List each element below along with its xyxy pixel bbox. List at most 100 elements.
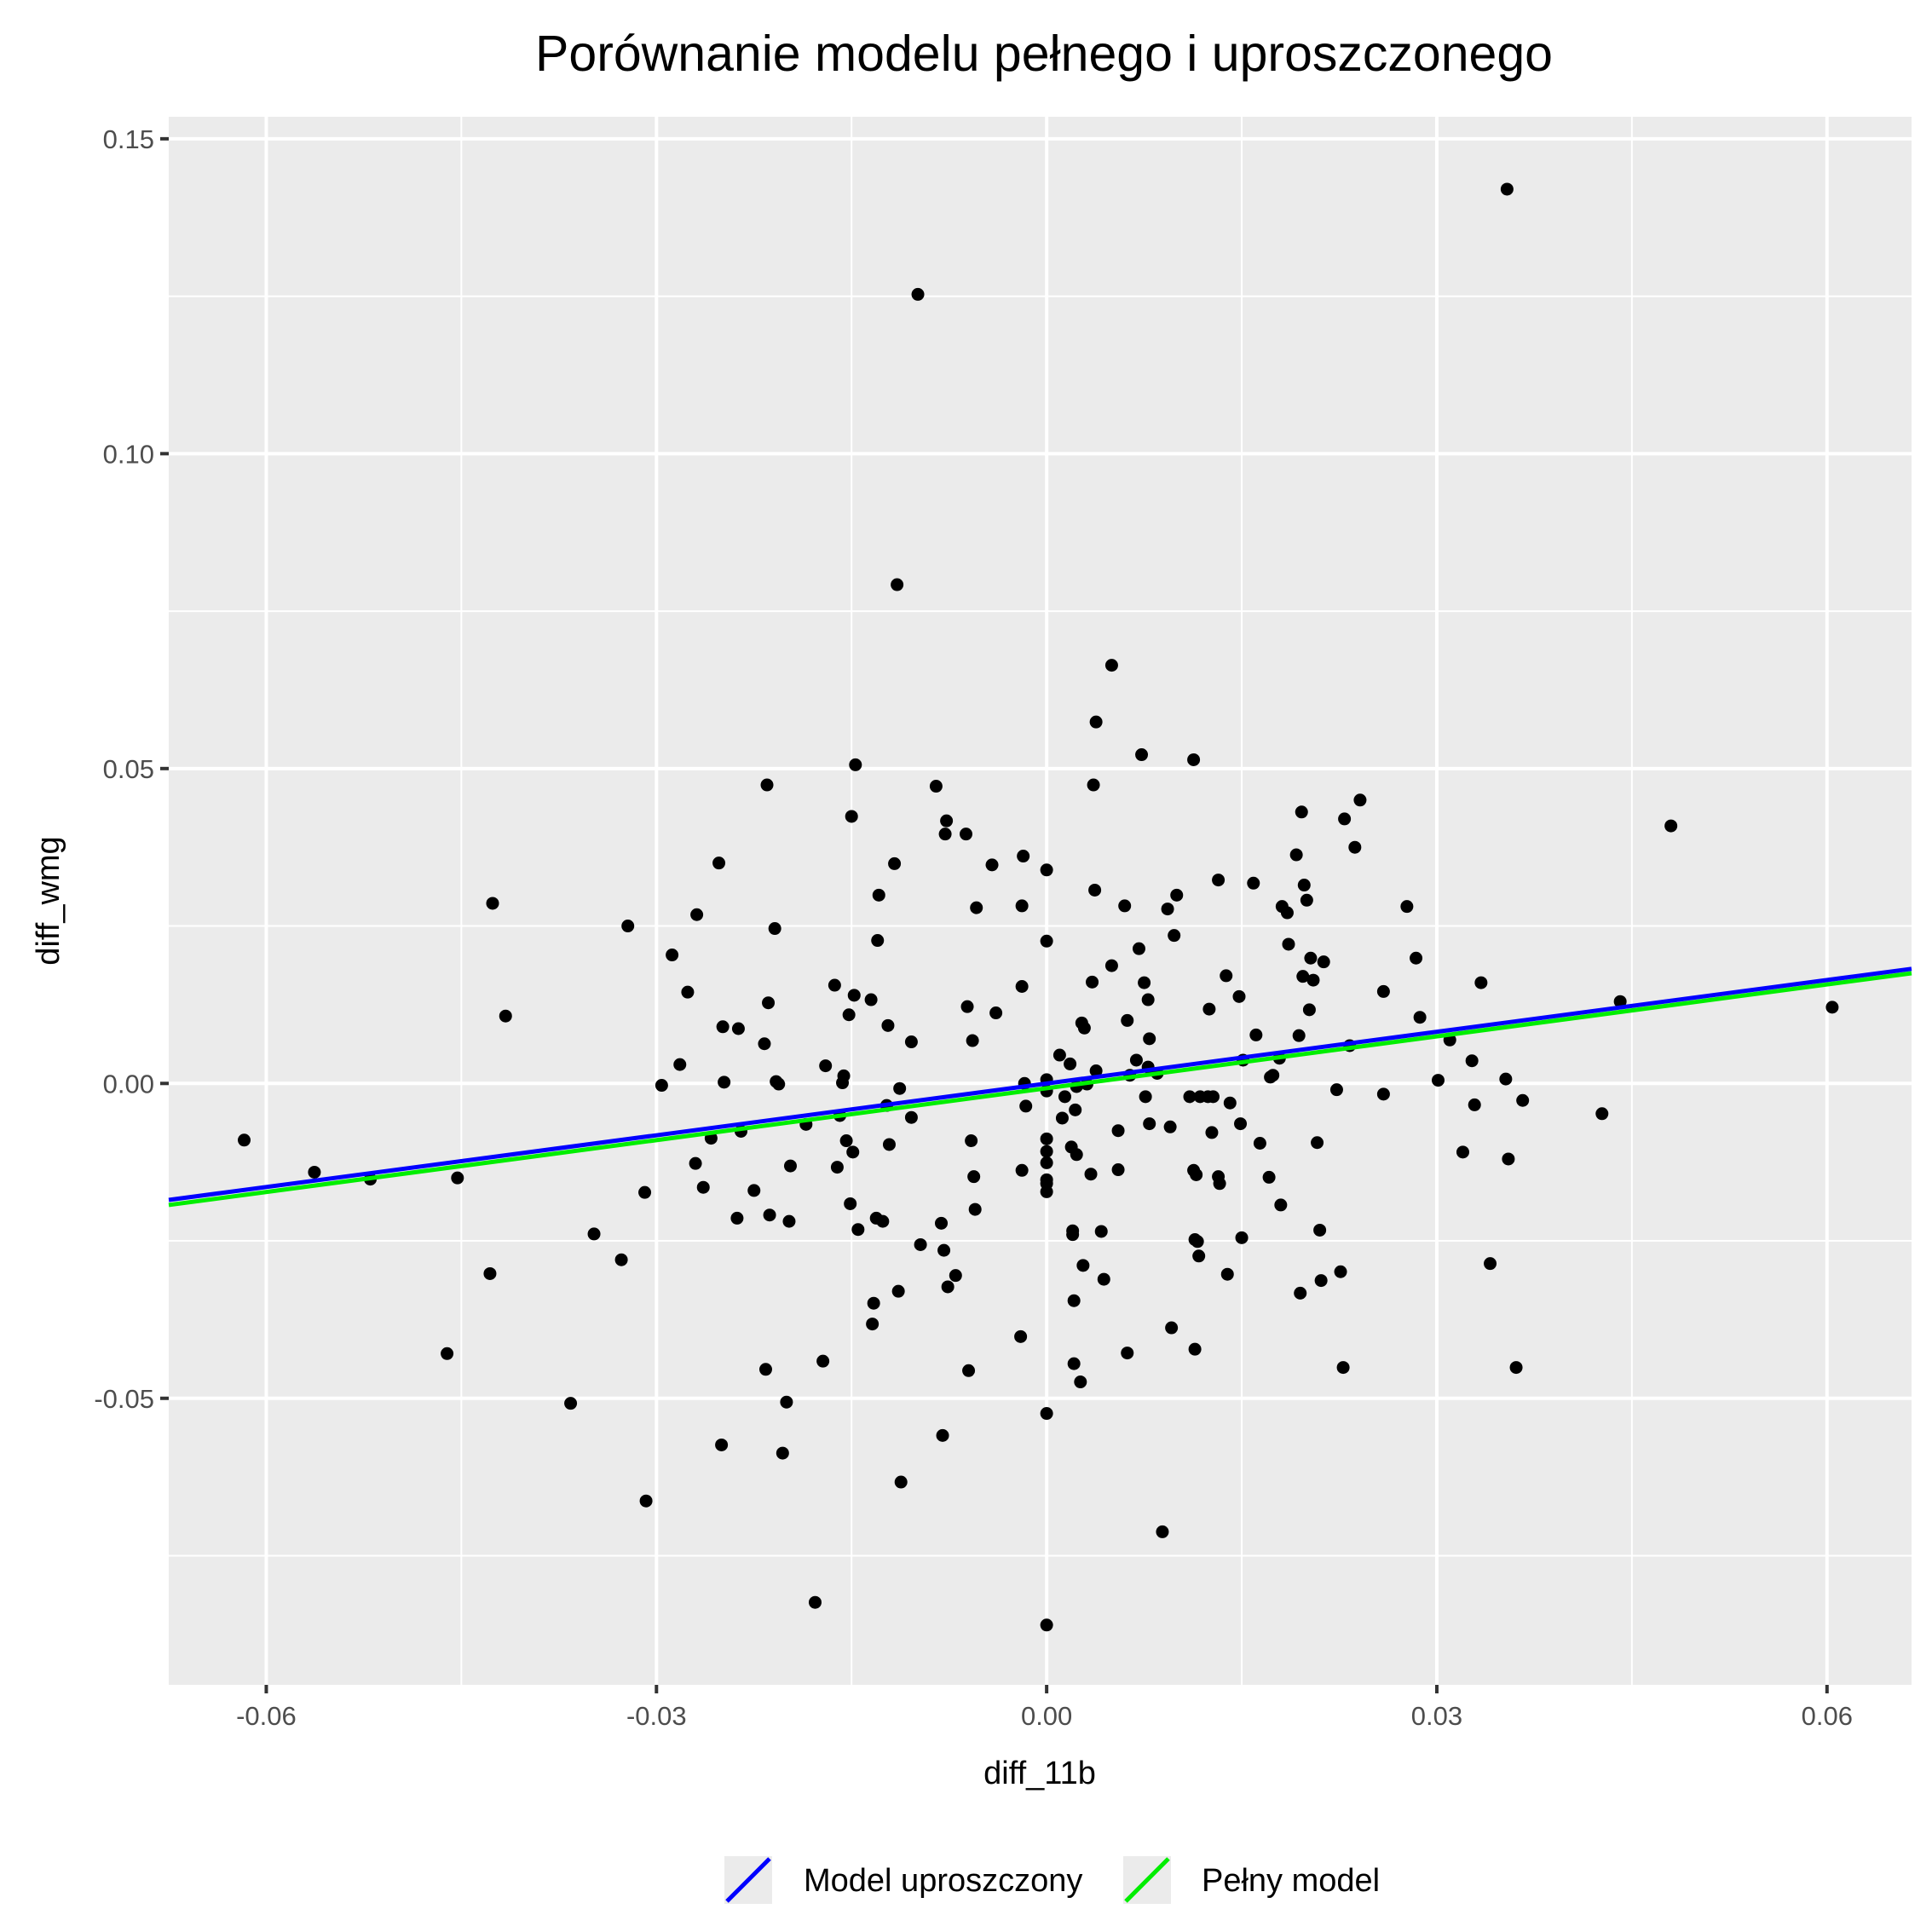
scatter-point	[1474, 976, 1488, 989]
x-axis-title: diff_11b	[983, 1756, 1096, 1791]
scatter-point	[1015, 979, 1029, 993]
scatter-point	[970, 901, 983, 914]
scatter-point	[673, 1058, 687, 1071]
scatter-point	[1141, 993, 1155, 1006]
scatter-point	[965, 1134, 978, 1148]
scatter-point	[1170, 888, 1184, 902]
scatter-point	[914, 1237, 927, 1251]
scatter-point	[828, 978, 841, 992]
scatter-point	[1040, 1407, 1053, 1421]
scatter-point	[960, 1000, 974, 1013]
scatter-point	[1019, 1099, 1033, 1113]
legend-label: Model uproszczony	[804, 1863, 1082, 1899]
y-tick-label: 0.10	[103, 439, 154, 469]
scatter-point	[1456, 1145, 1469, 1159]
scatter-point	[1089, 1064, 1103, 1078]
scatter-point	[989, 1006, 1003, 1020]
scatter-point	[1132, 942, 1145, 955]
scatter-point	[1187, 753, 1201, 766]
scatter-point	[1017, 850, 1030, 863]
scatter-point	[1304, 951, 1318, 965]
scatter-point	[1104, 959, 1118, 972]
scatter-point	[867, 1296, 880, 1310]
scatter-point	[894, 1475, 908, 1489]
scatter-point	[911, 287, 925, 301]
scatter-point	[904, 1110, 918, 1124]
scatter-point	[1077, 1021, 1091, 1035]
scatter-point	[1015, 899, 1029, 913]
scatter-point	[1595, 1107, 1609, 1121]
legend: Model uproszczony Pełny model	[724, 1856, 1380, 1904]
scatter-point	[1465, 1054, 1479, 1068]
scatter-point	[638, 1185, 652, 1199]
scatter-point	[1348, 840, 1362, 854]
scatter-point	[1292, 1029, 1306, 1042]
scatter-point	[1139, 1090, 1152, 1104]
scatter-point	[1129, 1053, 1143, 1067]
scatter-point	[1069, 1103, 1082, 1116]
scatter-point	[966, 1034, 979, 1047]
scatter-point	[1334, 1265, 1347, 1278]
x-tick-label: 0.06	[1802, 1701, 1853, 1731]
scatter-point	[1121, 1013, 1134, 1027]
scatter-point	[1076, 1259, 1090, 1272]
scatter-point	[760, 778, 774, 792]
scatter-point	[1499, 1072, 1513, 1086]
scatter-point	[842, 1008, 856, 1022]
scatter-point	[949, 1269, 962, 1283]
scatter-point	[1400, 900, 1414, 914]
scatter-point	[308, 1165, 321, 1179]
scatter-point	[1294, 1286, 1307, 1300]
scatter-point	[882, 1138, 896, 1151]
scatter-point	[782, 1214, 796, 1228]
scatter-point	[1055, 1111, 1069, 1125]
scatter-point	[1165, 1321, 1179, 1335]
scatter-point	[1205, 1126, 1219, 1139]
scatter-point	[1223, 1096, 1237, 1110]
scatter-point	[1376, 984, 1390, 998]
legend-label: Pełny model	[1202, 1863, 1380, 1899]
scatter-point	[1138, 976, 1151, 989]
scatter-point	[1353, 793, 1367, 807]
scatter-point	[716, 1020, 730, 1034]
scatter-point	[639, 1494, 653, 1508]
scatter-point	[866, 1318, 879, 1331]
scatter-point	[1202, 1002, 1216, 1016]
scatter-point	[1317, 955, 1330, 969]
scatter-point	[783, 1159, 797, 1173]
scatter-point	[758, 1363, 772, 1376]
scatter-point	[486, 897, 499, 910]
scatter-point	[937, 1243, 951, 1257]
scatter-point	[1040, 1618, 1053, 1632]
scatter-point	[1070, 1148, 1083, 1162]
scatter-point	[621, 920, 635, 933]
scatter-point	[1156, 1525, 1169, 1538]
scatter-point	[763, 1208, 776, 1222]
y-tick-label: -0.05	[94, 1384, 154, 1414]
scatter-point	[1135, 748, 1149, 762]
y-tick-label: 0.00	[103, 1069, 154, 1099]
y-axis-title: diff_wmg	[31, 836, 66, 965]
scatter-point	[1266, 1069, 1280, 1082]
scatter-point	[238, 1133, 251, 1147]
scatter-point	[1058, 1090, 1071, 1104]
scatter-point	[1015, 1163, 1029, 1177]
scatter-point	[904, 1035, 918, 1049]
scatter-point	[849, 758, 862, 771]
scatter-point	[730, 1211, 744, 1225]
scatter-point	[1206, 1090, 1220, 1104]
scatter-point	[689, 1156, 702, 1170]
fit-line	[168, 966, 1912, 1202]
data-points	[238, 182, 1839, 1632]
scatter-point	[564, 1397, 578, 1410]
scatter-point	[1191, 1235, 1204, 1249]
scatter-point	[1413, 1011, 1427, 1024]
scatter-point	[712, 856, 726, 870]
x-tick-label: -0.03	[626, 1701, 687, 1731]
scatter-point	[1190, 1168, 1203, 1181]
legend-swatch	[725, 1857, 771, 1903]
x-axis: -0.06 -0.03 0.00 0.03 0.06	[236, 1685, 1853, 1731]
scatter-point	[1302, 1003, 1316, 1017]
scatter-point	[851, 1223, 865, 1237]
scatter-point	[881, 1018, 895, 1032]
